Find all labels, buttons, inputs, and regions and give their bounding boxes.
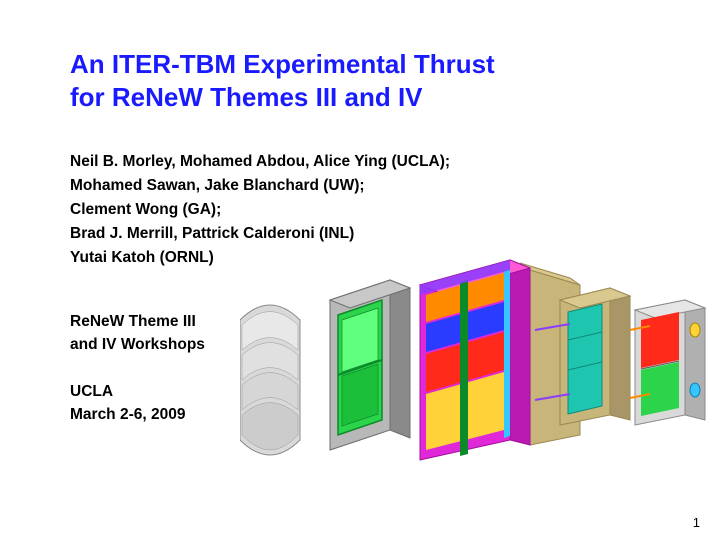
- workshop-line: and IV Workshops: [70, 333, 205, 356]
- title-line-2: for ReNeW Themes III and IV: [70, 81, 495, 114]
- cad-render-icon: [240, 230, 710, 480]
- workshop-block: ReNeW Theme III and IV Workshops: [70, 310, 205, 357]
- venue-line: UCLA: [70, 380, 185, 403]
- workshop-line: ReNeW Theme III: [70, 310, 205, 333]
- venue-line: March 2-6, 2009: [70, 403, 185, 426]
- author-line: Neil B. Morley, Mohamed Abdou, Alice Yin…: [70, 150, 450, 174]
- venue-block: UCLA March 2-6, 2009: [70, 380, 185, 427]
- tbm-diagram: [240, 230, 710, 480]
- slide-title: An ITER-TBM Experimental Thrust for ReNe…: [70, 48, 495, 113]
- page-number: 1: [693, 515, 700, 530]
- author-line: Mohamed Sawan, Jake Blanchard (UW);: [70, 174, 450, 198]
- title-line-1: An ITER-TBM Experimental Thrust: [70, 48, 495, 81]
- slide: An ITER-TBM Experimental Thrust for ReNe…: [0, 0, 720, 540]
- author-line: Clement Wong (GA);: [70, 198, 450, 222]
